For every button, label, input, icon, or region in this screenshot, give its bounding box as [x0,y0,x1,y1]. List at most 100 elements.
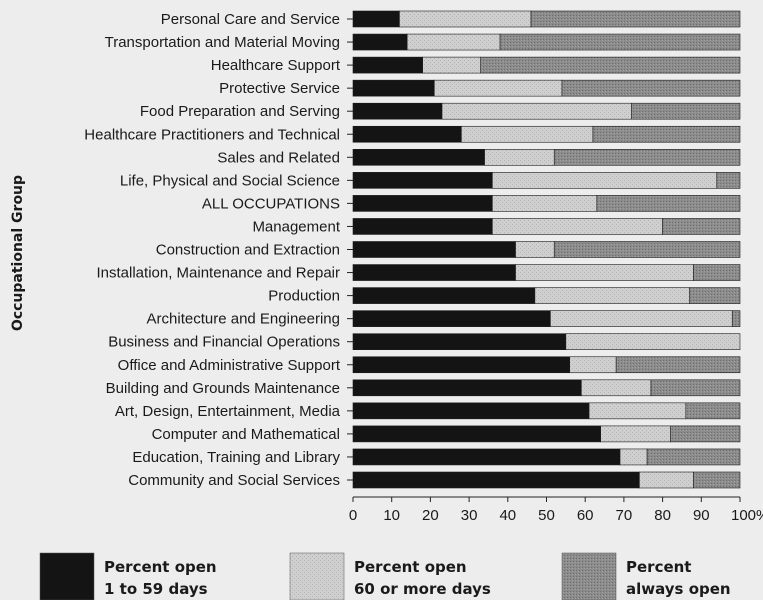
bar-open-60-plus-days [619,448,648,466]
y-axis-title: Occupational Group [10,175,26,331]
legend-label: 60 or more days [354,580,491,598]
legend-swatch [39,552,95,600]
bar-open-60-plus-days [588,402,687,420]
bar-open-1-59-days [352,402,590,420]
bar-open-1-59-days [352,471,640,489]
bar-open-60-plus-days [515,264,694,281]
category-label: Education, Training and Library [132,449,340,466]
bar-open-60-plus-days [581,379,652,397]
legend: Percent open 1 to 59 days Percent open 60 o… [39,552,731,600]
x-tick-label: 100% [731,507,763,524]
category-label: Business and Financial Operations [108,334,340,351]
x-tick-label: 10 [383,507,400,524]
x-tick-label: 0 [349,507,357,524]
bar-open-1-59-days [352,425,601,443]
bar-always-open [693,264,741,281]
bar-always-open [553,241,741,258]
bar-open-1-59-days [352,333,567,351]
bar-open-1-59-days [352,356,571,374]
category-label: Management [252,218,340,235]
category-label: Healthcare Support [211,57,341,74]
category-label: Healthcare Practitioners and Technical [84,126,340,143]
category-label: Community and Social Services [128,472,340,489]
legend-swatch [561,552,617,600]
bar-always-open [650,379,741,397]
bar-open-60-plus-days [569,356,617,374]
bar-open-60-plus-days [534,287,690,304]
bar-open-1-59-days [352,125,462,143]
x-tick-label: 30 [461,507,478,524]
bar-open-60-plus-days [600,425,671,443]
bar-open-60-plus-days [515,241,555,258]
bar-open-60-plus-days [550,310,733,327]
bar-open-1-59-days [352,33,408,51]
bar-open-1-59-days [352,218,493,235]
bar-always-open [693,471,741,489]
bar-open-60-plus-days [433,79,563,97]
category-label: Personal Care and Service [161,11,340,28]
x-axis: 0 10 20 30 40 50 60 70 80 90 100% [349,496,763,524]
bar-open-60-plus-days [565,333,741,351]
bar-always-open [716,172,741,189]
x-tick-label: 60 [577,507,594,524]
plot-area [352,10,741,489]
bar-always-open [615,356,741,374]
bar-open-1-59-days [352,149,485,166]
category-label: Life, Physical and Social Science [120,172,340,189]
bar-always-open [530,10,741,28]
bar-open-60-plus-days [422,56,482,74]
category-label: Office and Administrative Support [118,357,341,374]
legend-label: Percent [626,558,691,576]
category-label: Construction and Extraction [156,242,340,259]
bar-always-open [670,425,741,443]
bar-open-1-59-days [352,102,443,120]
x-tick-label: 50 [538,507,555,524]
legend-label: 1 to 59 days [104,580,208,598]
category-label: Protective Service [219,80,340,97]
bar-open-60-plus-days [492,195,598,212]
bar-always-open [646,448,741,466]
bar-always-open [662,218,741,235]
x-tick-label: 80 [654,507,671,524]
legend-swatch [289,552,345,600]
bar-always-open [731,310,741,327]
bar-open-1-59-days [352,10,400,28]
category-label: Transportation and Material Moving [105,34,340,51]
category-label: Architecture and Engineering [147,311,340,328]
x-tick-label: 40 [499,507,516,524]
bar-always-open [553,149,741,166]
bar-open-60-plus-days [461,125,594,143]
category-labels: Personal Care and Service Transportation … [84,11,353,489]
bar-always-open [689,287,741,304]
legend-label: Percent open [104,558,217,576]
bar-always-open [480,56,741,74]
bar-always-open [685,402,741,420]
x-tick-label: 70 [616,507,633,524]
bar-always-open [596,195,741,212]
bar-always-open [631,102,741,120]
bar-always-open [561,79,741,97]
bar-open-1-59-days [352,310,551,327]
bar-open-1-59-days [352,287,536,304]
bar-open-1-59-days [352,172,493,189]
category-label: Art, Design, Entertainment, Media [115,403,341,420]
category-label: Sales and Related [217,149,340,166]
bar-open-1-59-days [352,56,423,74]
bar-open-60-plus-days [484,149,555,166]
category-label: Building and Grounds Maintenance [106,380,340,397]
bar-open-1-59-days [352,79,435,97]
bar-open-60-plus-days [406,33,501,51]
bar-open-1-59-days [352,264,516,281]
category-label: Production [268,288,340,305]
bar-open-60-plus-days [492,172,718,189]
bar-open-60-plus-days [399,10,532,28]
bar-open-1-59-days [352,195,493,212]
legend-label: Percent open [354,558,467,576]
x-tick-label: 20 [422,507,439,524]
bar-always-open [592,125,741,143]
legend-label: always open [626,580,731,598]
category-label: Installation, Maintenance and Repair [97,265,341,282]
bar-open-60-plus-days [441,102,632,120]
